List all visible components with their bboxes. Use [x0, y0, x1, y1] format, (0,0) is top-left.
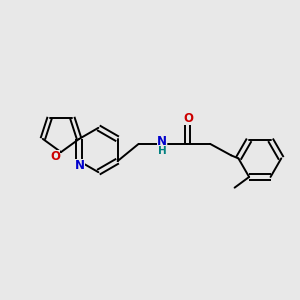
Text: N: N [75, 159, 85, 172]
Text: N: N [157, 135, 167, 148]
Text: H: H [158, 146, 167, 156]
Text: O: O [50, 150, 60, 163]
Text: O: O [183, 112, 193, 125]
